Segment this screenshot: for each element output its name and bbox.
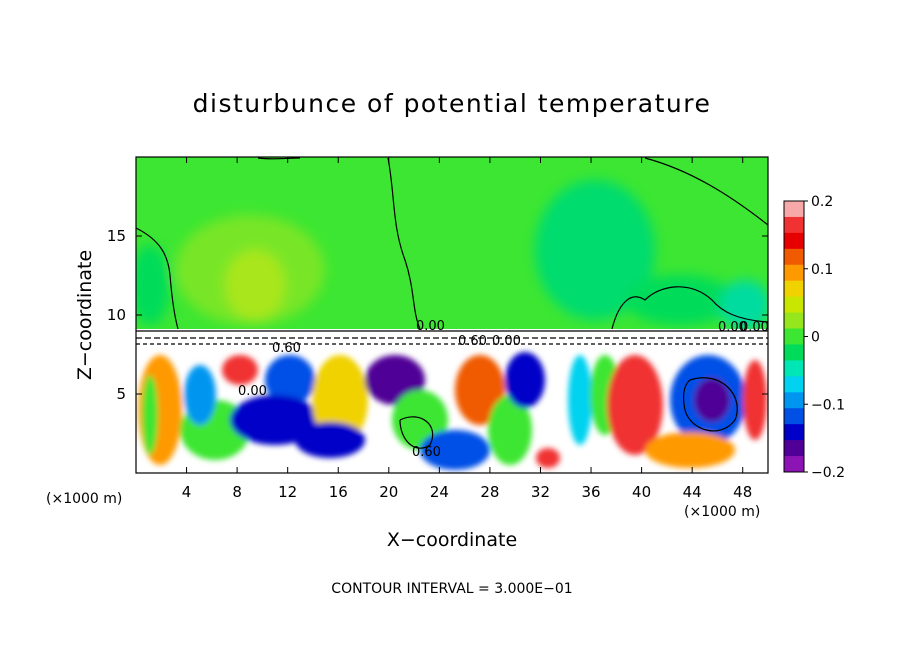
x-tick-label: 44 bbox=[683, 483, 702, 501]
colorbar-tick-label: −0.1 bbox=[811, 397, 845, 413]
colorbar-swatch bbox=[784, 392, 804, 409]
contour-labels: 0.00 0.60 0.60 0.00 0.00 0.00 0.60 0.00 bbox=[238, 319, 769, 460]
colorbar-swatch bbox=[784, 456, 804, 473]
x-tick-label: 24 bbox=[430, 483, 449, 501]
x-tick-label: 20 bbox=[379, 483, 398, 501]
lower-layer-shading bbox=[138, 352, 767, 470]
contour-label: 0.00 bbox=[718, 320, 747, 335]
colorbar-swatch bbox=[784, 408, 804, 425]
x-tick-label: 36 bbox=[581, 483, 600, 501]
x-tick-label: 48 bbox=[733, 483, 752, 501]
y-tick-label: 10 bbox=[107, 306, 126, 324]
colorbar-tick-label: 0 bbox=[811, 330, 820, 346]
x-tick-label: 32 bbox=[531, 483, 550, 501]
colorbar-ticks: 0.2 0.1 0 −0.1 −0.2 bbox=[804, 194, 845, 481]
contour-interval-note: CONTOUR INTERVAL = 3.000E−01 bbox=[331, 581, 572, 597]
contour-label: 0.60 bbox=[458, 334, 487, 349]
colorbar-swatch bbox=[784, 201, 804, 218]
colorbar-tick-label: 0.1 bbox=[811, 262, 833, 278]
transition-band bbox=[136, 329, 768, 349]
colorbar-swatch bbox=[784, 280, 804, 298]
contour-label: 0.00 bbox=[740, 320, 769, 335]
x-tick-label: 16 bbox=[329, 483, 348, 501]
colorbar-swatch bbox=[784, 328, 804, 345]
colorbar bbox=[784, 201, 804, 473]
colorbar-swatch bbox=[784, 312, 804, 330]
colorbar-swatch bbox=[784, 216, 804, 234]
x-axis-ticks: 4 8 12 16 20 24 28 32 36 40 44 48 bbox=[182, 157, 752, 501]
x-tick-label: 4 bbox=[182, 483, 192, 501]
x-tick-label: 40 bbox=[632, 483, 651, 501]
x-axis-label: X−coordinate bbox=[387, 529, 517, 551]
colorbar-tick-label: −0.2 bbox=[811, 465, 845, 481]
x-unit-label-left: (×1000 m) bbox=[46, 491, 122, 507]
colorbar-tick-label: 0.2 bbox=[811, 194, 833, 210]
colorbar-swatch bbox=[784, 264, 804, 282]
colorbar-swatch bbox=[784, 376, 804, 393]
colorbar-swatch bbox=[784, 344, 804, 361]
y-axis-label: Z−coordinate bbox=[74, 250, 96, 380]
contour-label: 0.60 bbox=[412, 445, 441, 460]
contour-label: 0.60 bbox=[272, 341, 301, 356]
colorbar-swatch bbox=[784, 248, 804, 266]
contour-lines bbox=[136, 157, 768, 449]
x-tick-label: 12 bbox=[278, 483, 297, 501]
x-unit-label-right: (×1000 m) bbox=[684, 504, 760, 520]
colorbar-swatch bbox=[784, 440, 804, 457]
contour-label: 0.00 bbox=[492, 334, 521, 349]
x-tick-label: 28 bbox=[480, 483, 499, 501]
contour-label: 0.00 bbox=[416, 319, 445, 334]
upper-layer-shading bbox=[136, 180, 768, 330]
y-axis-ticks: 5 10 15 bbox=[107, 227, 768, 403]
colorbar-swatch bbox=[784, 424, 804, 441]
colorbar-swatch bbox=[784, 232, 804, 250]
plot-area bbox=[136, 157, 768, 473]
colorbar-swatch bbox=[784, 296, 804, 314]
colorbar-swatch bbox=[784, 360, 804, 377]
chart-title: disturbunce of potential temperature bbox=[193, 89, 712, 118]
x-tick-label: 8 bbox=[232, 483, 242, 501]
contour-label: 0.00 bbox=[238, 384, 267, 399]
y-tick-label: 5 bbox=[116, 385, 126, 403]
y-tick-label: 15 bbox=[107, 227, 126, 245]
